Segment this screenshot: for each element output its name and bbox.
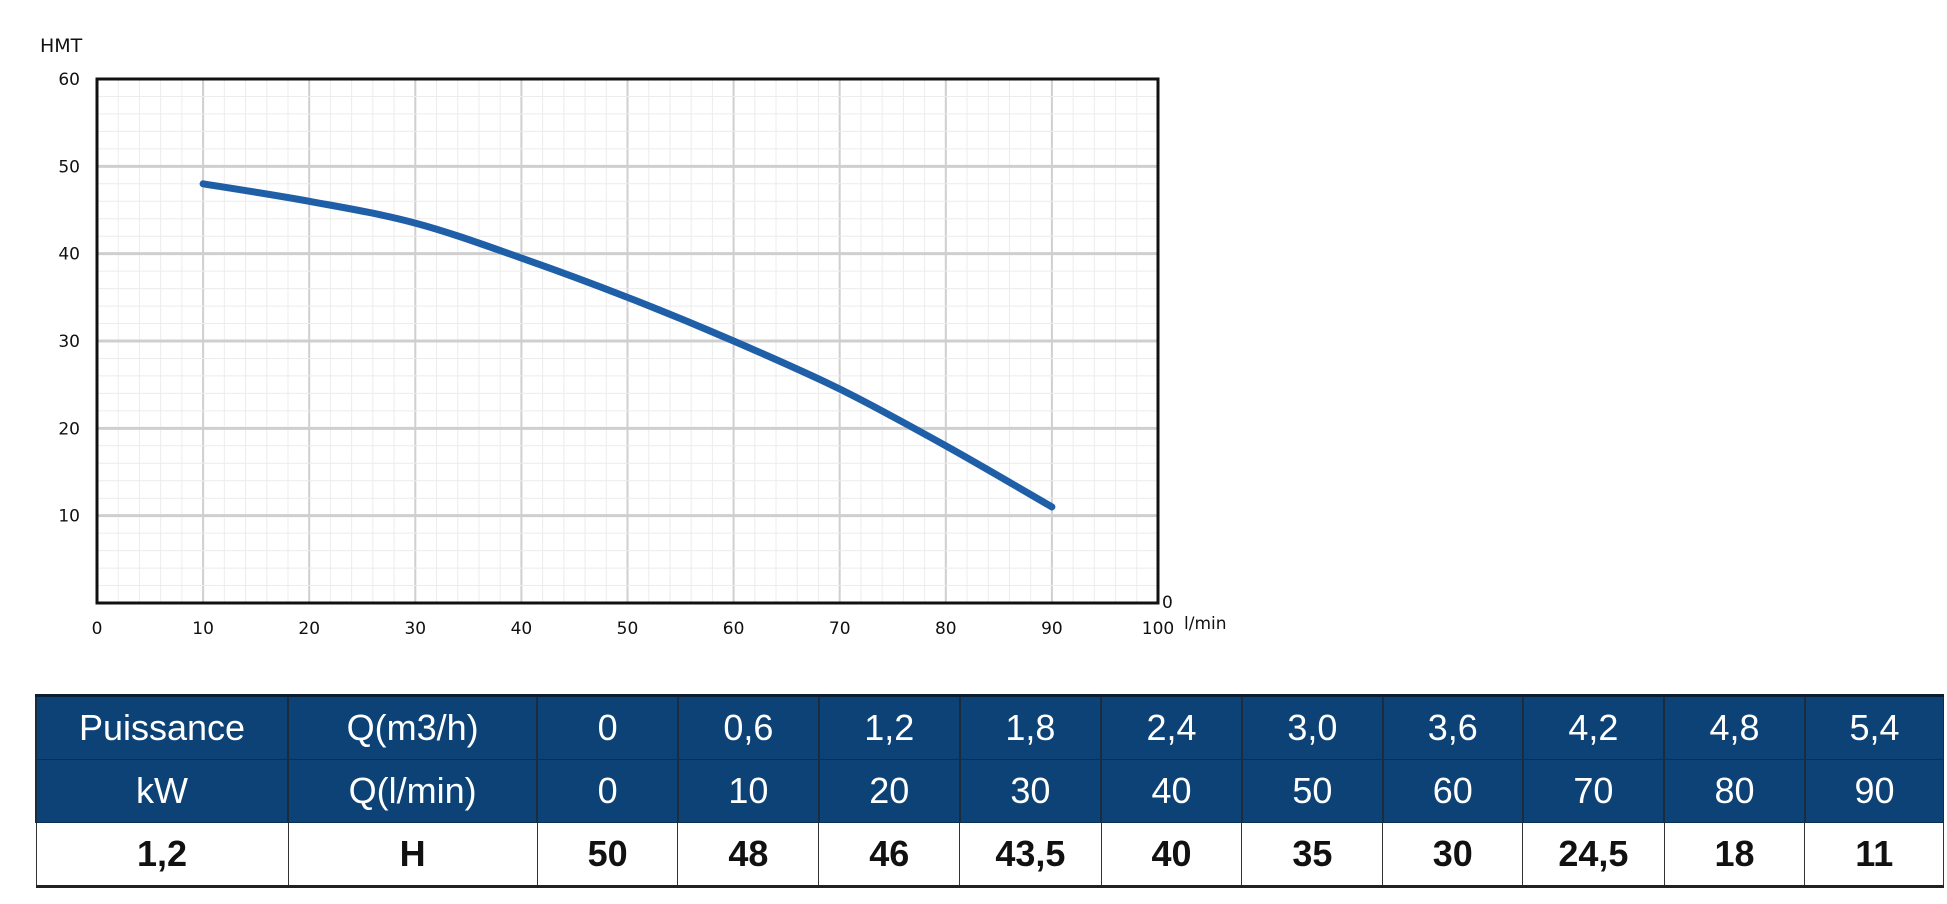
table-cell: 0,6 (676, 694, 820, 760)
table-cell: 35 (1241, 822, 1384, 888)
x-tick-label: 40 (511, 619, 533, 639)
pump-curve-chart: 0 10 20 30 40 50 60 70 80 90 100 10 20 30 40 50 60 HMT l… (40, 35, 1227, 639)
table-cell: Puissance (34, 694, 289, 760)
x-tick-label: 0 (92, 619, 103, 639)
table-cell: 10 (676, 759, 820, 823)
table-row: 1,2 H 50 48 46 43,5 40 35 30 24,5 18 11 (35, 822, 1944, 888)
series-line-H (199, 180, 1056, 511)
x-tick-label: 50 (617, 619, 639, 639)
table-cell: 60 (1381, 759, 1524, 823)
y-tick-label: 20 (58, 419, 80, 439)
x-tick-label: 20 (298, 619, 320, 639)
y-tick-label: 10 (58, 507, 80, 527)
x-tick-label: 80 (935, 619, 957, 639)
table-cell: kW (34, 759, 289, 823)
y-tick-label: 40 (58, 245, 80, 265)
table-cell: Q(m3/h) (287, 694, 538, 760)
table-cell: 50 (536, 822, 679, 888)
table-cell: 18 (1663, 822, 1806, 888)
table-cell: 11 (1804, 822, 1944, 888)
header-row: kW Q(l/min) 0 10 20 30 40 50 60 70 80 90 (34, 759, 1944, 823)
table-cell: 43,5 (959, 822, 1102, 888)
table-cell: 4,8 (1663, 694, 1806, 760)
plot-frame (95, 77, 1160, 605)
table-cell: 1,2 (35, 822, 289, 888)
x-tick-label: 100 (1142, 619, 1174, 639)
table-cell: H (287, 822, 538, 888)
table-cell: 3,6 (1381, 694, 1524, 760)
table-cell: 4,2 (1521, 694, 1665, 760)
table-cell: 24,5 (1522, 822, 1665, 888)
table-cell: 40 (1100, 759, 1243, 823)
table-cell: 2,4 (1100, 694, 1243, 760)
table-cell: 0 (536, 759, 679, 823)
y-zero-label: 0 (1162, 593, 1173, 613)
table-cell: 40 (1100, 822, 1243, 888)
table-cell: 70 (1521, 759, 1665, 823)
header-row: Puissance Q(m3/h) 0 0,6 1,2 1,8 2,4 3,0 3,6 4,2 4,… (34, 694, 1944, 760)
table-cell: 0 (536, 694, 679, 760)
table-cell: Q(l/min) (287, 759, 538, 823)
x-tick-label: 30 (404, 619, 426, 639)
y-tick-label: 50 (58, 157, 80, 177)
table-cell: 30 (958, 759, 1102, 823)
table-cell: 20 (817, 759, 961, 823)
table-cell: 50 (1240, 759, 1384, 823)
y-tick-label: 30 (58, 332, 80, 352)
grid (97, 79, 1158, 603)
x-tick-label: 60 (723, 619, 745, 639)
table-cell: 30 (1382, 822, 1524, 888)
table-cell: 3,0 (1240, 694, 1384, 760)
table-cell: 48 (677, 822, 820, 888)
table-cell: 46 (818, 822, 961, 888)
x-tick-label: 70 (829, 619, 851, 639)
table-cell: 80 (1663, 759, 1806, 823)
y-axis-label: HMT (40, 35, 83, 57)
x-tick-label: 10 (192, 619, 214, 639)
y-tick-label: 60 (58, 70, 80, 90)
table-cell: 5,4 (1803, 694, 1944, 760)
x-axis-label: l/min (1184, 614, 1227, 634)
x-tick-label: 90 (1041, 619, 1063, 639)
performance-table: Puissance Q(m3/h) 0 0,6 1,2 1,8 2,4 3,0 3,6 4,2 4,… (34, 694, 1944, 888)
table-cell: 1,8 (958, 694, 1102, 760)
table-cell: 90 (1803, 759, 1944, 823)
table-cell: 1,2 (817, 694, 961, 760)
